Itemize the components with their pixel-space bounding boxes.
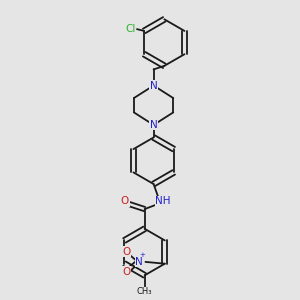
Text: N: N — [150, 80, 158, 91]
Text: Cl: Cl — [125, 24, 136, 34]
Text: O: O — [122, 247, 130, 257]
Text: N: N — [150, 120, 158, 130]
Text: +: + — [139, 253, 145, 259]
Text: O: O — [121, 196, 129, 206]
Text: CH₃: CH₃ — [137, 287, 152, 296]
Text: N: N — [135, 257, 143, 267]
Text: NH: NH — [155, 196, 171, 206]
Text: O: O — [122, 267, 130, 277]
